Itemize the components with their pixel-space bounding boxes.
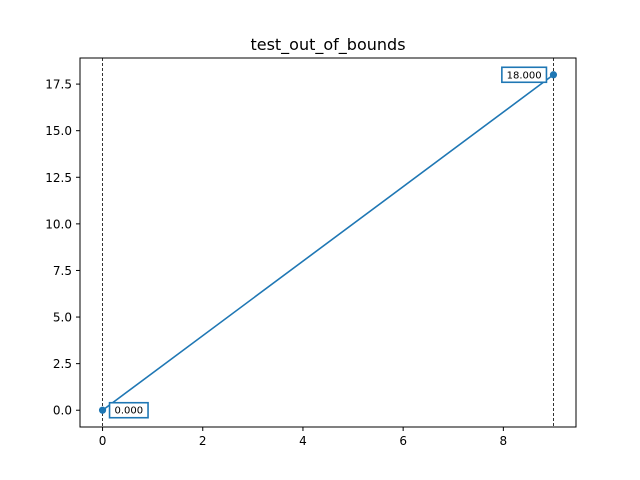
x-tick-label-2: 4 xyxy=(299,434,307,448)
y-axis-ticks: 0.0 2.5 5.0 7.5 10.0 12.5 15.0 17.5 xyxy=(45,78,80,418)
annotation-box-0 xyxy=(108,401,149,419)
chart-title: test_out_of_bounds xyxy=(250,35,405,55)
y-tick-label-6: 15.0 xyxy=(45,124,72,138)
x-tick-label-1: 2 xyxy=(199,434,207,448)
annotation-label-0: 0.000 xyxy=(114,406,143,417)
series-layer xyxy=(98,71,558,414)
data-point-0-1 xyxy=(549,71,558,79)
x-tick-label-0: 0 xyxy=(99,434,107,448)
annotation-label-1: 18.000 xyxy=(507,70,542,81)
y-tick-label-7: 17.5 xyxy=(45,78,72,92)
annotation-box-1 xyxy=(501,66,548,84)
y-tick-label-0: 0.0 xyxy=(53,404,72,418)
y-tick-label-5: 12.5 xyxy=(45,171,72,185)
annotation-layer: 0.000 18.000 xyxy=(108,66,548,419)
vlines-layer xyxy=(102,58,554,427)
y-tick-label-2: 5.0 xyxy=(53,311,72,325)
x-tick-label-3: 6 xyxy=(399,434,407,448)
x-axis-ticks: 0 2 4 6 8 xyxy=(99,427,507,448)
annotation-0: 0.000 xyxy=(108,401,149,419)
y-tick-label-4: 10.0 xyxy=(45,217,72,231)
data-point-0-0 xyxy=(98,406,107,414)
y-tick-label-1: 2.5 xyxy=(53,357,72,371)
y-tick-label-3: 7.5 xyxy=(53,264,72,278)
series-line-0 xyxy=(102,74,554,411)
x-tick-label-4: 8 xyxy=(500,434,508,448)
plot-frame xyxy=(79,57,577,428)
annotation-1: 18.000 xyxy=(501,66,548,84)
